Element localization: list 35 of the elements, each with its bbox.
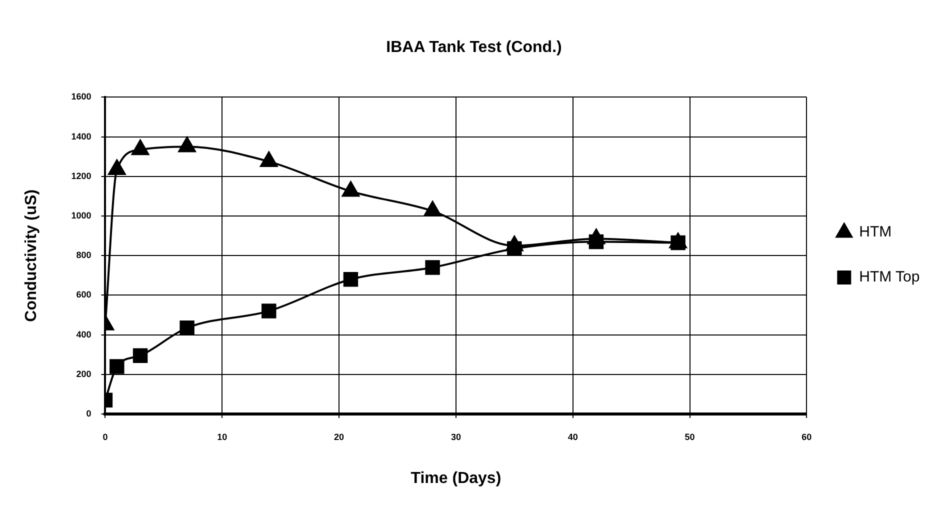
x-tick-label: 40 [568, 432, 578, 442]
y-tick-label: 800 [76, 250, 92, 260]
x-tick-label: 60 [802, 432, 812, 442]
point [108, 159, 126, 175]
point [180, 320, 194, 336]
x-tick-label: 20 [334, 432, 344, 442]
point [343, 272, 358, 287]
x-axis-title: Time (Days) [410, 470, 502, 487]
x-tick-label: 30 [450, 432, 461, 442]
point [587, 228, 606, 244]
point [425, 260, 440, 275]
point [132, 140, 150, 156]
x-tick-label: 50 [684, 432, 695, 442]
y-tick-label: 600 [76, 290, 92, 300]
point [178, 136, 196, 152]
point [262, 304, 276, 318]
y-tick-label: 1600 [71, 92, 92, 102]
chart-title: IBAA Tank Test (Cond.) [386, 39, 562, 56]
point [260, 152, 278, 168]
legend-label: HTM [859, 224, 892, 241]
y-axis-title: Conductivity (uS) [23, 189, 40, 322]
y-tick-label: 200 [76, 368, 92, 379]
y-tick-label: 0 [86, 408, 92, 418]
x-tick-label: 10 [217, 432, 228, 442]
point [424, 201, 442, 217]
point [132, 348, 148, 363]
point [342, 181, 360, 197]
y-tick-label: 1000 [71, 210, 92, 220]
point [110, 359, 124, 374]
x-tick-label: 0 [102, 432, 108, 442]
y-tick-label: 400 [76, 329, 92, 340]
legend-label: HTM Top [859, 268, 920, 286]
y-tick-label: 1200 [71, 170, 92, 181]
point [506, 236, 524, 252]
y-tick-label: 1400 [71, 131, 92, 142]
